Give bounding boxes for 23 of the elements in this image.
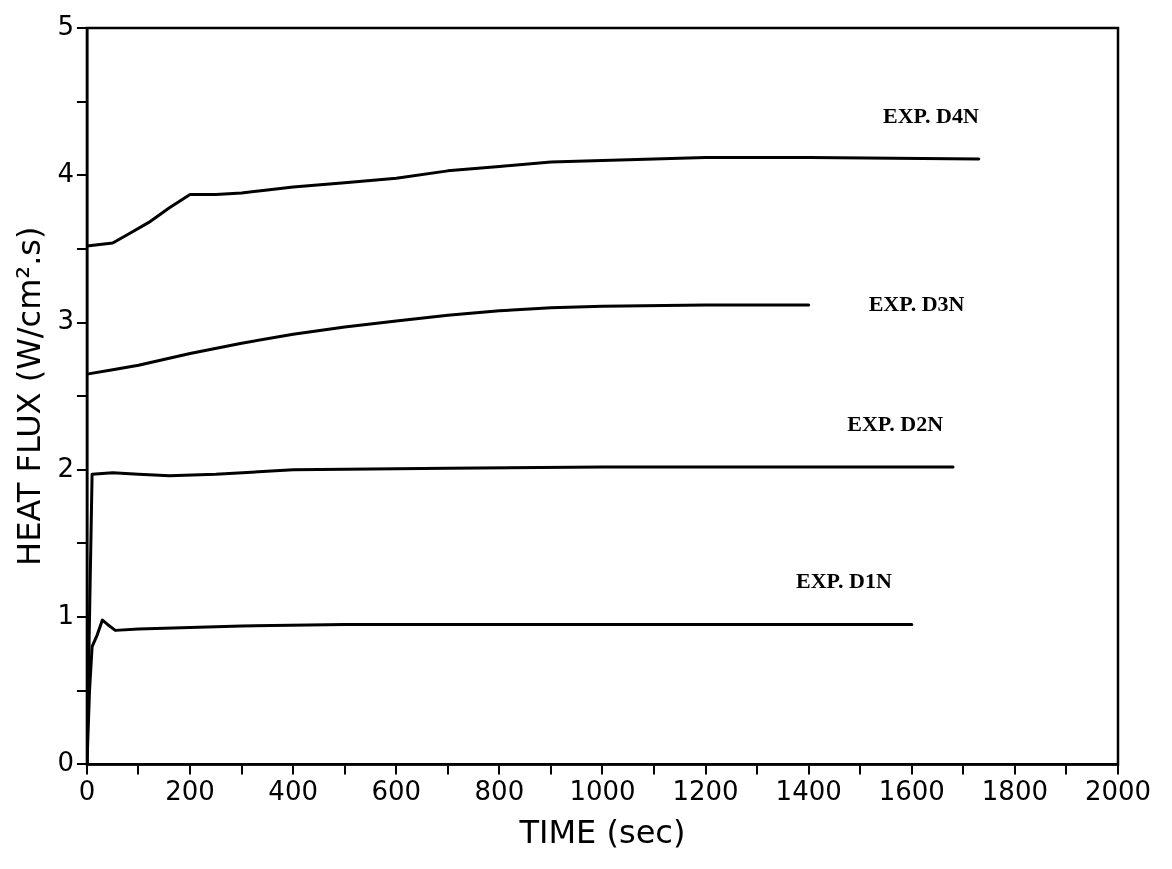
x-tick-label: 0 [78, 775, 96, 806]
x-tick-label: 800 [474, 775, 525, 806]
series-label: EXP. D4N [883, 102, 979, 128]
y-tick-label: 1 [57, 599, 74, 630]
x-tick-label: 1600 [878, 775, 945, 806]
text: EXP. D3N [868, 290, 965, 316]
x-tick-label: 2000 [1084, 775, 1152, 806]
y-tick-label: 2 [57, 452, 74, 483]
series-label: EXP. D2N [847, 410, 944, 436]
y-tick-label: 3 [57, 305, 74, 336]
x-tick-label: 600 [371, 775, 422, 806]
x-tick-label: 1400 [775, 775, 842, 806]
x-tick-label: 1000 [569, 775, 636, 806]
x-tick-label: 1800 [981, 775, 1048, 806]
series-label: EXP. D1N [796, 568, 892, 594]
y-tick-label: 4 [57, 158, 74, 189]
x-tick-label: 200 [165, 775, 215, 806]
y-tick-label: 5 [57, 10, 74, 41]
y-axis-title: HEAT FLUX (W/cm².s) [9, 226, 48, 566]
x-tick-label: 1200 [672, 775, 739, 806]
x-tick-label: 400 [268, 775, 318, 806]
y-tick-label: 0 [57, 747, 74, 778]
x-axis-title: TIME (sec) [518, 813, 686, 852]
